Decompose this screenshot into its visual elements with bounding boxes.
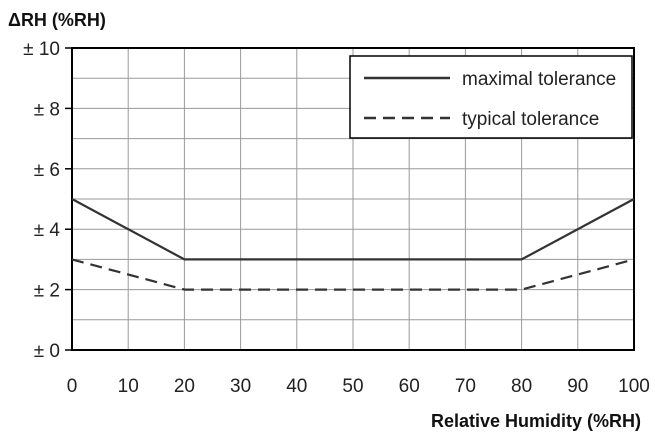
x-tick-label: 60 — [399, 376, 420, 397]
y-tick-label: ± 4 — [34, 220, 61, 241]
y-tick-label: ± 6 — [34, 160, 60, 181]
x-tick-label: 40 — [286, 376, 307, 397]
x-tick-label: 30 — [230, 376, 251, 397]
x-tick-label: 90 — [567, 376, 588, 397]
x-tick-label: 70 — [455, 376, 476, 397]
series-line-typical-tolerance — [71, 258, 635, 291]
legend: maximal tolerance typical tolerance — [349, 55, 633, 139]
x-tick-label: 100 — [618, 376, 650, 397]
legend-entry-label: typical tolerance — [462, 109, 599, 130]
x-tick-label: 80 — [511, 376, 532, 397]
x-tick-label: 10 — [118, 376, 139, 397]
x-axis-tick-labels: 0 10 20 30 40 50 60 70 80 90 100 — [67, 376, 650, 397]
x-tick-label: 0 — [67, 376, 78, 397]
y-tick-label: ± 10 — [23, 39, 60, 60]
legend-box — [349, 55, 633, 139]
y-tick-label: ± 8 — [34, 99, 60, 120]
x-axis-title: Relative Humidity (%RH) — [431, 411, 641, 431]
series-layer — [71, 198, 635, 291]
x-tick-label: 50 — [342, 376, 363, 397]
x-tick-label: 20 — [174, 376, 195, 397]
y-axis-tick-labels: ± 0 ± 2 ± 4 ± 6 ± 8 ± 10 — [23, 39, 72, 362]
y-tick-label: ± 2 — [34, 281, 60, 302]
y-axis-title: ΔRH (%RH) — [8, 10, 106, 30]
legend-entry-label: maximal tolerance — [462, 69, 616, 90]
y-tick-label: ± 0 — [34, 341, 60, 362]
series-line-maximal-tolerance — [71, 198, 635, 261]
